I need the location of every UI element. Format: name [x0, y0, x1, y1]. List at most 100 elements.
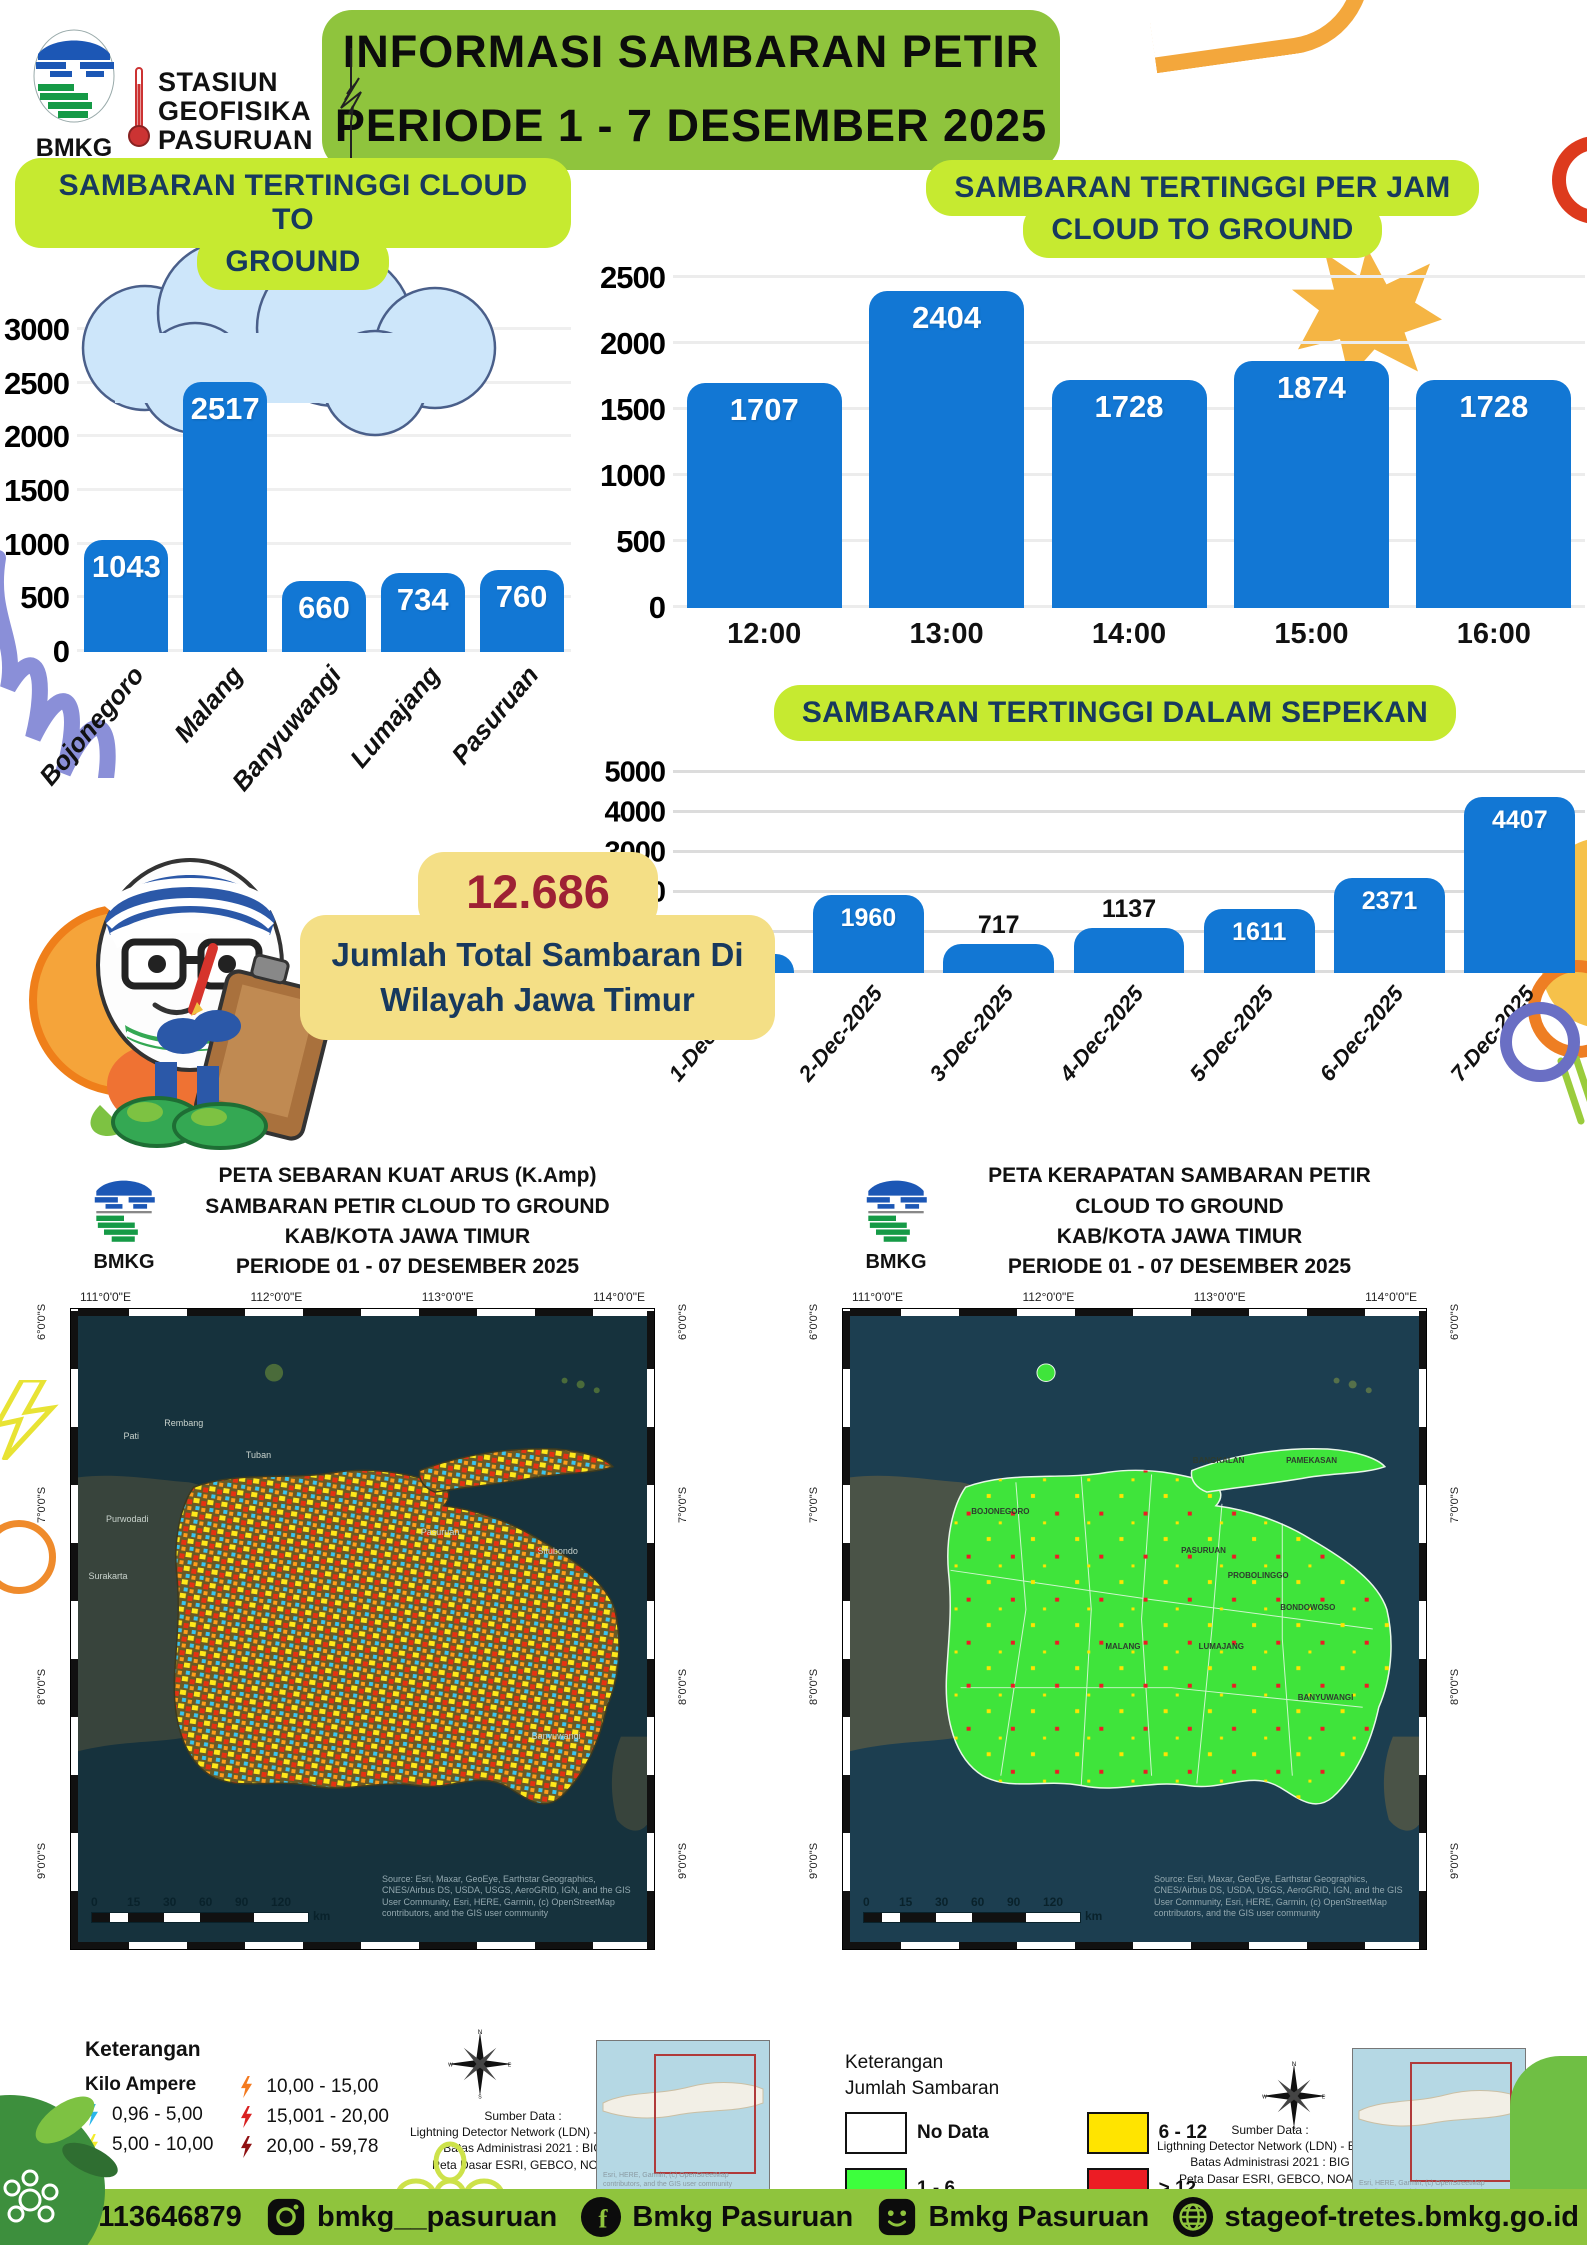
- scale-tick: 90: [1007, 1895, 1021, 1909]
- footer-messenger-name: Bmkg Pasuruan: [928, 2200, 1150, 2233]
- y-axis-tick: 4000: [604, 796, 666, 829]
- orange-swoosh-decoration: [1145, 0, 1381, 74]
- scale-tick: 15: [127, 1895, 141, 1909]
- legend-label: 5,00 - 10,00: [112, 2134, 214, 2155]
- footer-facebook-name: Bmkg Pasuruan: [632, 2200, 854, 2233]
- instagram-icon: [267, 2198, 305, 2236]
- x-category-label: 6-Dec-2025: [1314, 981, 1409, 1087]
- right-legend-source: Sumber Data : Ligthning Detector Network…: [1150, 2122, 1390, 2187]
- footer-instagram: bmkg__pasuruan: [265, 2196, 557, 2238]
- gridline: [673, 850, 1585, 853]
- map-strike-density: BMKG PETA KERAPATAN SAMBARAN PETIR CLOUD…: [808, 1158, 1461, 1950]
- y-axis-tick: 500: [20, 580, 70, 616]
- legend-item: 15,001 - 20,00: [239, 2106, 389, 2128]
- svg-text:E: E: [1322, 2095, 1326, 2101]
- legend-item: 6 - 12: [1086, 2112, 1265, 2154]
- bar-12:00: 1707: [686, 382, 842, 608]
- gridline: [673, 275, 1585, 278]
- gridline: [673, 341, 1585, 344]
- x-category-label: Malang: [167, 660, 249, 748]
- y-axis-tick: 2500: [4, 365, 70, 401]
- x-category-label: 15:00: [1274, 618, 1349, 650]
- purple-ring-decoration: [1500, 1002, 1580, 1082]
- bar-Lumajang: 734: [380, 573, 465, 652]
- chart3-plot-area: 500040003000200010000 483196071711371611…: [585, 757, 1585, 989]
- left-map-scalebar: 0 15 30 60 90 120 km: [91, 1895, 330, 1923]
- poster-title-line1: INFORMASI SAMBARAN PETIR: [342, 26, 1040, 77]
- svg-text:S: S: [478, 2095, 482, 2100]
- chart1-title: SAMBARAN TERTINGGI CLOUD TO GROUND: [15, 158, 571, 290]
- globe-icon: [1173, 2196, 1214, 2238]
- svg-text:f: f: [599, 2204, 609, 2234]
- chart1-plot-area: 3000 2500 2000 1500 1000 500 0 1043 2517 660 734 7…: [4, 312, 571, 669]
- x-category-label: 16:00: [1456, 618, 1531, 650]
- left-overview-inset-map: Esri, HERE, Garmin, (c) OpenStreetMap co…: [596, 2040, 770, 2194]
- footer-instagram-handle: bmkg__pasuruan: [317, 2200, 558, 2233]
- inset-java-map: [597, 2041, 769, 2193]
- side-coord: 7°0'0"S: [36, 1486, 49, 1523]
- side-coord: 6°0'0"S: [1448, 1304, 1461, 1341]
- lightning-bolt-icon: [241, 2076, 253, 2098]
- side-coord: 9°0'0"S: [36, 1842, 49, 1879]
- right-map-canvas: BOJONEGORO BANGKALAN PAMEKASAN PASURUAN …: [842, 1308, 1427, 1950]
- place-label: MALANG: [1105, 1641, 1141, 1651]
- legend-item: 20,00 - 59,78: [239, 2136, 389, 2158]
- chart-highest-strikes-per-day: SAMBARAN TERTINGGI DALAM SEPEKAN 5000 400…: [585, 685, 1585, 1133]
- place-label: PROBOLINGGO: [1227, 1571, 1289, 1581]
- place-label: Banyuwangi: [531, 1731, 581, 1742]
- side-coord: 7°0'0"S: [676, 1486, 689, 1523]
- footer-facebook: f Bmkg Pasuruan: [580, 2196, 853, 2238]
- coord-label: 113°0'0"E: [421, 1290, 474, 1304]
- place-label: LUMAJANG: [1198, 1641, 1244, 1651]
- legend-item: No Data: [845, 2112, 1047, 2154]
- left-map-top-coordinates: 111°0'0"E 112°0'0"E 113°0'0"E 114°0'0"E: [40, 1286, 685, 1306]
- place-label: Purwodadi: [105, 1513, 149, 1524]
- purple-scribble-decoration: [0, 550, 116, 778]
- y-axis-tick: 500: [616, 524, 666, 559]
- x-category-label: 5-Dec-2025: [1184, 981, 1279, 1087]
- place-label: Rembang: [164, 1417, 204, 1428]
- y-axis-tick: 1500: [4, 473, 70, 508]
- legend-kilo-ampere: Keterangan Kilo Ampere 0,96 - 5,00 5,00 …: [85, 2038, 445, 2158]
- scale-tick: 120: [271, 1895, 292, 1909]
- x-category-label: 4-Dec-2025: [1054, 981, 1149, 1087]
- right-map-header: BMKG PETA KERAPATAN SAMBARAN PETIR CLOUD…: [812, 1158, 1457, 1286]
- gridline: [673, 770, 1585, 773]
- legend-item: 0,96 - 5,00: [85, 2104, 213, 2126]
- source-line: Batas Administrasi 2021 : BIG: [443, 2141, 603, 2156]
- bar-Pasuruan: 760: [479, 570, 564, 652]
- coord-label: 112°0'0"E: [250, 1290, 303, 1304]
- gridline: [673, 810, 1585, 813]
- bar-4-Dec-2025: [1073, 927, 1185, 973]
- legend-left-heading: Keterangan: [85, 2038, 201, 2061]
- bar-value-label: 1728: [1094, 388, 1164, 424]
- bar-value-label: 4407: [1492, 805, 1548, 834]
- bmkg-logo: BMKG: [28, 28, 120, 163]
- legend-label: 6 - 12: [1158, 2122, 1208, 2143]
- side-coord: 8°0'0"S: [808, 1668, 821, 1705]
- bar-value-label: 2371: [1361, 887, 1418, 916]
- bmkg-logo-icon: [865, 1172, 927, 1243]
- chart-highest-strikes-per-hour: SAMBARAN TERTINGGI PER JAM CLOUD TO GROU…: [585, 160, 1585, 660]
- svg-text:S: S: [1292, 2127, 1296, 2132]
- right-map-scalebar: 0 15 30 60 90 120 km: [863, 1895, 1102, 1923]
- left-map-header: BMKG PETA SEBARAN KUAT ARUS (K.Amp) SAMB…: [40, 1158, 685, 1286]
- right-overview-inset-map: Esri, HERE, Garmin, (c) OpenStreetMap co…: [1352, 2048, 1526, 2202]
- place-label: Tuban: [245, 1449, 272, 1460]
- chart3-bars: 48319607171137161123714407: [673, 773, 1585, 973]
- right-map-title-3: KAB/KOTA JAWA TIMUR: [1056, 1225, 1303, 1248]
- color-swatch: [845, 2112, 907, 2154]
- station-line-3: PASURUAN: [158, 125, 314, 156]
- right-map-image: [850, 1316, 1419, 1942]
- yellow-bolt-decoration: [0, 1380, 59, 1460]
- y-axis-tick: 3000: [4, 312, 70, 347]
- bar-15:00: 1874: [1233, 360, 1389, 608]
- left-map-title-2: SAMBARAN PETIR CLOUD TO GROUND: [205, 1194, 610, 1218]
- coord-label: 114°0'0"E: [593, 1290, 645, 1304]
- legend-right-heading: Keterangan: [845, 2052, 944, 2073]
- scale-unit: km: [313, 1909, 331, 1923]
- total-strikes-label: Jumlah Total Sambaran Di Wilayah Jawa Ti…: [300, 915, 775, 1041]
- svg-text:N: N: [478, 2029, 483, 2036]
- side-coord: 6°0'0"S: [808, 1304, 821, 1341]
